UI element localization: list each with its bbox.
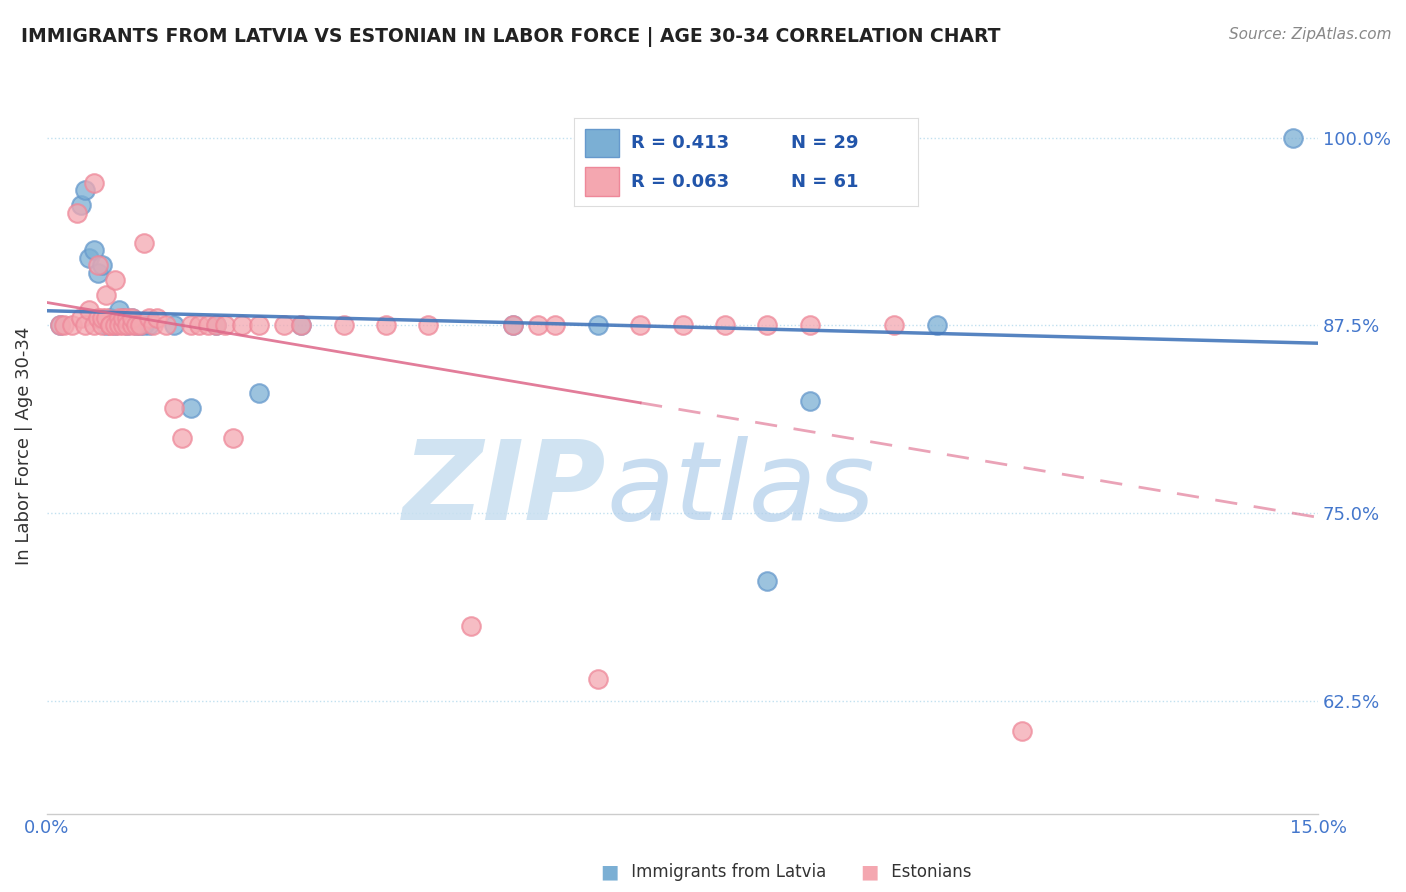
Point <box>77 303 100 318</box>
Point <box>222 431 245 445</box>
Point <box>96 318 118 333</box>
Point <box>96 310 118 325</box>
Point <box>87 310 110 325</box>
Text: ZIP: ZIP <box>402 436 606 543</box>
Point <box>163 318 186 333</box>
Point <box>134 235 156 250</box>
Point <box>91 258 114 272</box>
Point <box>117 318 139 333</box>
Point <box>925 318 948 333</box>
Point <box>87 266 110 280</box>
Point <box>100 318 122 333</box>
Text: IMMIGRANTS FROM LATVIA VS ESTONIAN IN LABOR FORCE | AGE 30-34 CORRELATION CHART: IMMIGRANTS FROM LATVIA VS ESTONIAN IN LA… <box>21 27 1001 46</box>
Point <box>73 318 96 333</box>
Point <box>231 318 253 333</box>
Point <box>138 310 160 325</box>
Point <box>180 401 202 416</box>
Point <box>83 318 105 333</box>
Point <box>527 318 550 333</box>
Point <box>247 386 270 401</box>
Point <box>586 318 609 333</box>
Text: atlas: atlas <box>606 436 875 543</box>
Point <box>799 318 821 333</box>
Point <box>108 310 131 325</box>
Point <box>247 318 270 333</box>
Text: ■: ■ <box>860 863 879 882</box>
Point <box>1011 724 1033 739</box>
Point <box>117 310 139 325</box>
Point <box>671 318 693 333</box>
Point <box>121 310 143 325</box>
Point <box>146 310 169 325</box>
Point <box>138 318 160 333</box>
Point <box>142 318 165 333</box>
Point <box>108 303 131 318</box>
Point <box>112 310 135 325</box>
Point <box>108 318 131 333</box>
Point <box>134 318 156 333</box>
Point <box>155 318 177 333</box>
Point <box>117 318 139 333</box>
Point <box>104 273 127 287</box>
Point <box>502 318 524 333</box>
Point <box>121 318 143 333</box>
Point <box>48 318 70 333</box>
Point <box>104 318 127 333</box>
Point <box>77 251 100 265</box>
Point <box>756 574 779 588</box>
Point <box>52 318 75 333</box>
Point <box>172 431 194 445</box>
Point <box>83 176 105 190</box>
Point <box>129 318 152 333</box>
Point <box>1281 130 1303 145</box>
Point <box>756 318 779 333</box>
Point <box>205 318 228 333</box>
Point <box>374 318 396 333</box>
Point <box>273 318 295 333</box>
Point <box>628 318 651 333</box>
Point <box>96 288 118 302</box>
Point <box>714 318 737 333</box>
Point <box>129 318 152 333</box>
Point <box>290 318 312 333</box>
Point <box>290 318 312 333</box>
Point <box>100 310 122 325</box>
Point <box>418 318 440 333</box>
Point <box>188 318 211 333</box>
Point <box>214 318 236 333</box>
Point <box>91 310 114 325</box>
Point <box>73 183 96 197</box>
Point <box>69 198 91 212</box>
Point <box>332 318 354 333</box>
Point <box>112 310 135 325</box>
Point <box>502 318 524 333</box>
Point <box>197 318 219 333</box>
Point <box>112 318 135 333</box>
Point <box>69 310 91 325</box>
Point <box>460 619 482 633</box>
Point <box>121 310 143 325</box>
Point <box>883 318 905 333</box>
Point <box>799 393 821 408</box>
Point <box>60 318 83 333</box>
Point <box>125 318 148 333</box>
Point <box>87 258 110 272</box>
Text: Estonians: Estonians <box>886 863 972 881</box>
Point <box>163 401 186 416</box>
Point <box>48 318 70 333</box>
Point <box>104 318 127 333</box>
Point <box>205 318 228 333</box>
Point <box>100 318 122 333</box>
Point <box>586 672 609 686</box>
Text: ■: ■ <box>600 863 619 882</box>
Point <box>65 205 87 219</box>
Point <box>91 318 114 333</box>
Point <box>125 318 148 333</box>
Text: Source: ZipAtlas.com: Source: ZipAtlas.com <box>1229 27 1392 42</box>
Text: Immigrants from Latvia: Immigrants from Latvia <box>626 863 825 881</box>
Point <box>180 318 202 333</box>
Point <box>83 244 105 258</box>
Point <box>544 318 567 333</box>
Y-axis label: In Labor Force | Age 30-34: In Labor Force | Age 30-34 <box>15 326 32 565</box>
